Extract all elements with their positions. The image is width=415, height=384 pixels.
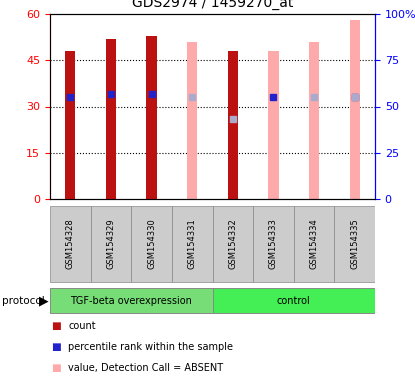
Text: ■: ■ xyxy=(51,321,61,331)
Bar xyxy=(228,156,238,199)
Text: count: count xyxy=(68,321,96,331)
Text: GSM154331: GSM154331 xyxy=(188,218,197,269)
Text: control: control xyxy=(277,296,310,306)
Bar xyxy=(146,36,156,199)
Text: GSM154333: GSM154333 xyxy=(269,218,278,270)
Text: GSM154329: GSM154329 xyxy=(106,218,115,269)
Bar xyxy=(228,51,238,199)
Bar xyxy=(90,206,131,282)
Text: ▶: ▶ xyxy=(39,294,49,307)
Bar xyxy=(50,206,90,282)
Bar xyxy=(309,42,319,199)
Bar xyxy=(65,51,76,199)
Bar xyxy=(172,206,212,282)
Bar xyxy=(253,206,294,282)
Bar xyxy=(212,206,253,282)
Bar xyxy=(106,39,116,199)
Bar xyxy=(187,42,197,199)
Bar xyxy=(269,51,278,199)
Title: GDS2974 / 1459270_at: GDS2974 / 1459270_at xyxy=(132,0,293,10)
Text: GSM154330: GSM154330 xyxy=(147,218,156,269)
Text: GSM154332: GSM154332 xyxy=(228,218,237,269)
Text: percentile rank within the sample: percentile rank within the sample xyxy=(68,342,234,352)
Bar xyxy=(294,206,334,282)
Bar xyxy=(131,206,172,282)
Bar xyxy=(349,20,360,199)
Text: protocol: protocol xyxy=(2,296,45,306)
Bar xyxy=(212,288,375,313)
Text: GSM154334: GSM154334 xyxy=(310,218,319,269)
Text: ■: ■ xyxy=(51,342,61,352)
Text: value, Detection Call = ABSENT: value, Detection Call = ABSENT xyxy=(68,363,224,373)
Text: ■: ■ xyxy=(51,363,61,373)
Text: GSM154328: GSM154328 xyxy=(66,218,75,269)
Text: GSM154335: GSM154335 xyxy=(350,218,359,269)
Bar xyxy=(334,206,375,282)
Bar xyxy=(50,288,212,313)
Text: TGF-beta overexpression: TGF-beta overexpression xyxy=(70,296,192,306)
